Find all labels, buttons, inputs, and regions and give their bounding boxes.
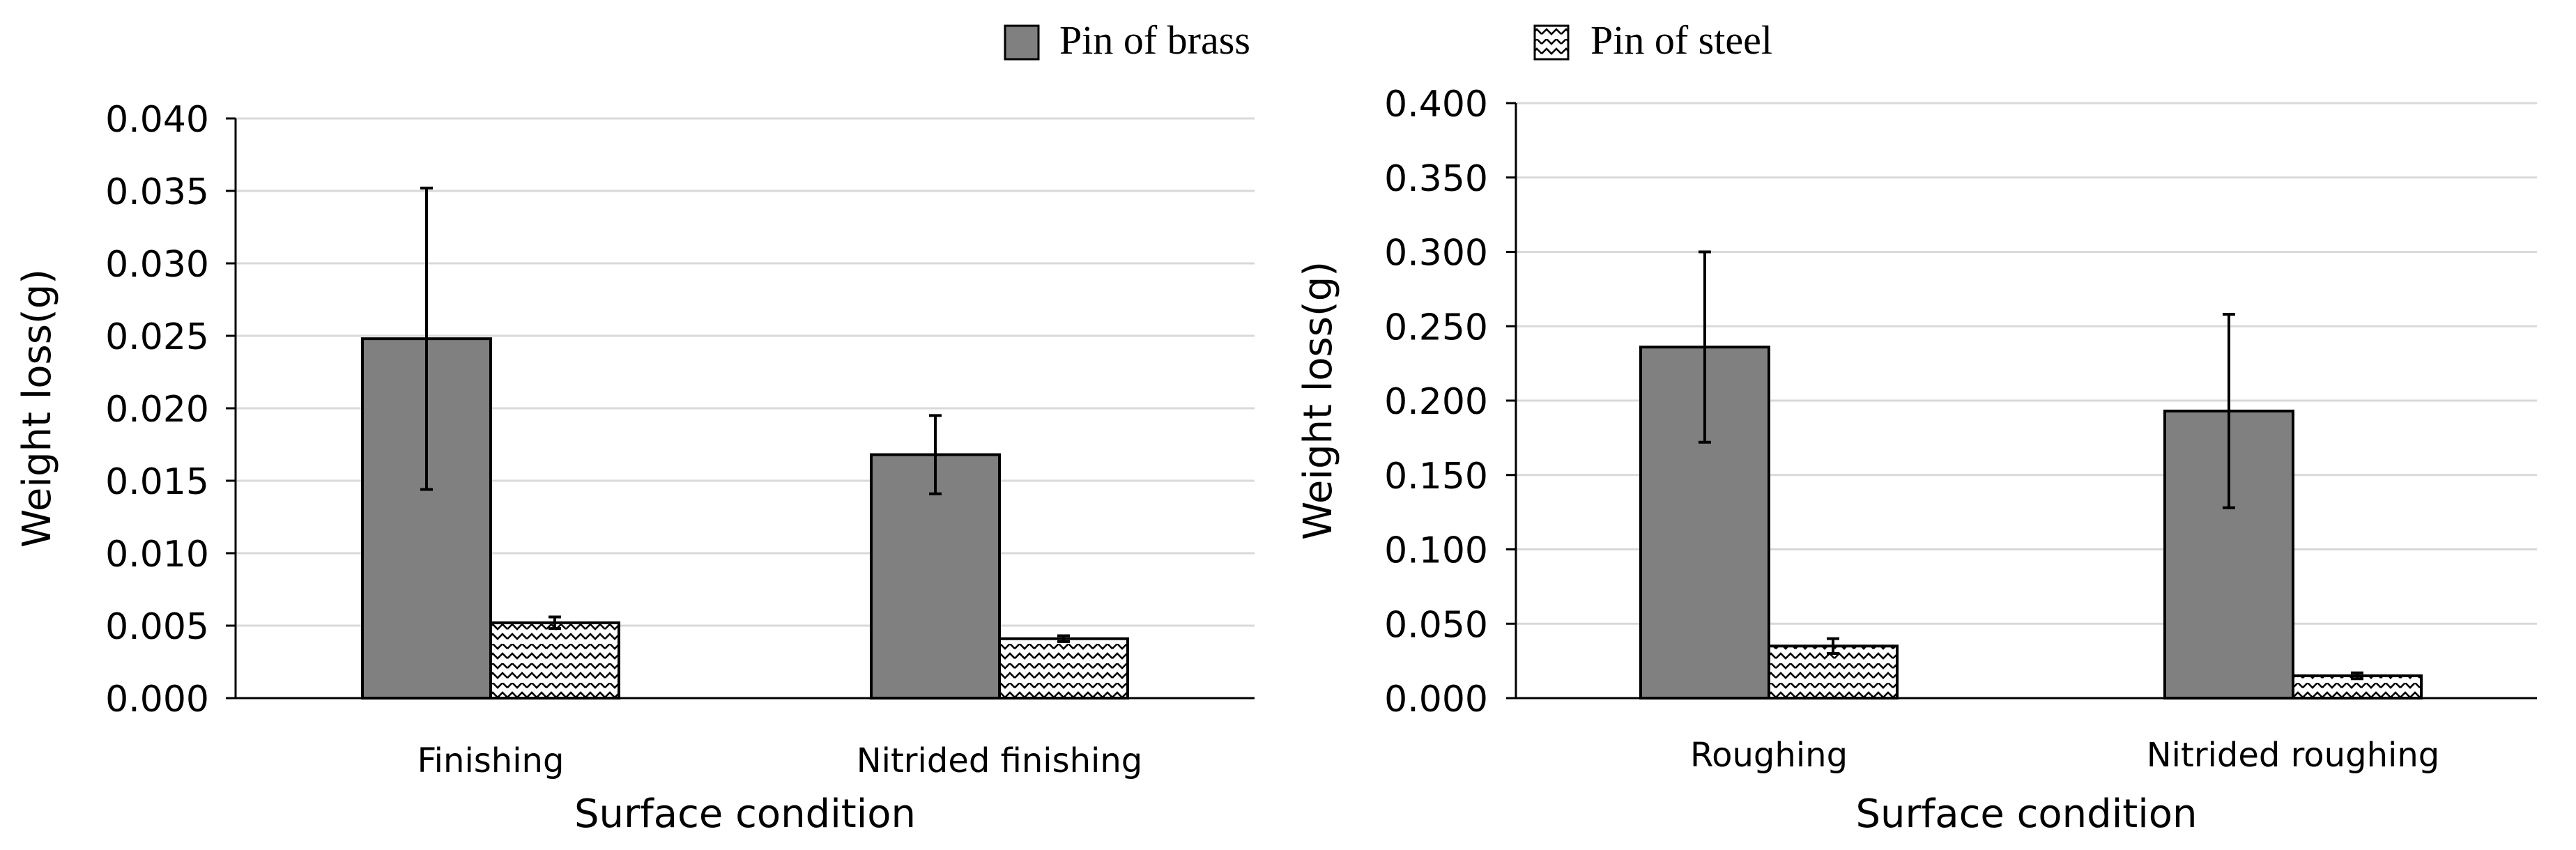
legend-label-steel: Pin of steel xyxy=(1590,17,1772,63)
y-tick-label: 0.040 xyxy=(105,99,209,141)
y-tick-label: 0.250 xyxy=(1384,307,1488,348)
y-tick-label: 0.030 xyxy=(105,244,209,286)
y-tick-label: 0.035 xyxy=(105,171,209,213)
error-bar-brass-0 xyxy=(1699,250,1711,444)
y-axis-label: Weight loss(g) xyxy=(15,269,60,548)
legend: Pin of brass Pin of steel xyxy=(1004,17,1772,63)
y-axis-label: Weight loss(g) xyxy=(1296,261,1341,540)
y-tick-labels: 0.000 0.050 0.100 0.150 0.200 0.250 0.300 0.350… xyxy=(1384,84,1488,720)
legend-label-brass: Pin of brass xyxy=(1059,17,1250,63)
bar-brass-1 xyxy=(870,453,1001,700)
y-tick-label: 0.300 xyxy=(1384,233,1488,275)
y-tick-label: 0.100 xyxy=(1384,530,1488,572)
y-tick-label: 0.000 xyxy=(105,679,209,720)
y-tick-label: 0.015 xyxy=(105,461,209,503)
bars xyxy=(1639,250,2423,700)
bar-steel-0 xyxy=(489,621,620,700)
y-tick-label: 0.350 xyxy=(1384,158,1488,200)
y-tick-label: 0.020 xyxy=(105,389,209,431)
category-labels: Finishing Nitrided finishing xyxy=(417,741,1143,780)
legend-swatch-steel xyxy=(1533,24,1570,61)
y-tick-label: 0.050 xyxy=(1384,604,1488,646)
y-tick-label: 0.200 xyxy=(1384,381,1488,423)
error-bar-steel-0 xyxy=(549,615,561,631)
error-bar-brass-0 xyxy=(420,186,433,491)
y-tick-label: 0.025 xyxy=(105,316,209,358)
category-labels: Roughing Nitrided roughing xyxy=(1690,736,2439,775)
bars xyxy=(361,186,1129,700)
y-tick-label: 0.000 xyxy=(1384,679,1488,720)
x-axis-label: Surface condition xyxy=(574,791,916,837)
bar-steel-1 xyxy=(998,637,1129,700)
category-label: Nitrided finishing xyxy=(857,741,1143,780)
error-bar-steel-1 xyxy=(1057,634,1070,643)
axes xyxy=(1506,102,2537,700)
category-label: Nitrided roughing xyxy=(2147,736,2439,775)
category-label: Roughing xyxy=(1690,736,1848,775)
error-bar-steel-1 xyxy=(2351,671,2363,681)
chart-roughing: 0.000 0.050 0.100 0.150 0.200 0.250 0.300 0.350… xyxy=(1296,84,2537,837)
y-tick-label: 0.150 xyxy=(1384,456,1488,497)
y-tick-label: 0.400 xyxy=(1384,84,1488,125)
category-label: Finishing xyxy=(417,741,565,780)
y-tick-labels: 0.000 0.005 0.010 0.015 0.020 0.025 0.030 0.035… xyxy=(105,99,209,720)
error-bar-brass-1 xyxy=(2223,313,2235,509)
error-bar-brass-1 xyxy=(929,414,942,495)
legend-swatch-brass xyxy=(1004,24,1040,61)
axes xyxy=(226,117,1255,700)
chart-finishing: 0.000 0.005 0.010 0.015 0.020 0.025 0.030 0.035… xyxy=(15,99,1255,837)
error-bar-steel-0 xyxy=(1827,637,1839,655)
y-tick-label: 0.010 xyxy=(105,534,209,575)
y-tick-label: 0.005 xyxy=(105,606,209,648)
x-axis-label: Surface condition xyxy=(1855,791,2197,837)
